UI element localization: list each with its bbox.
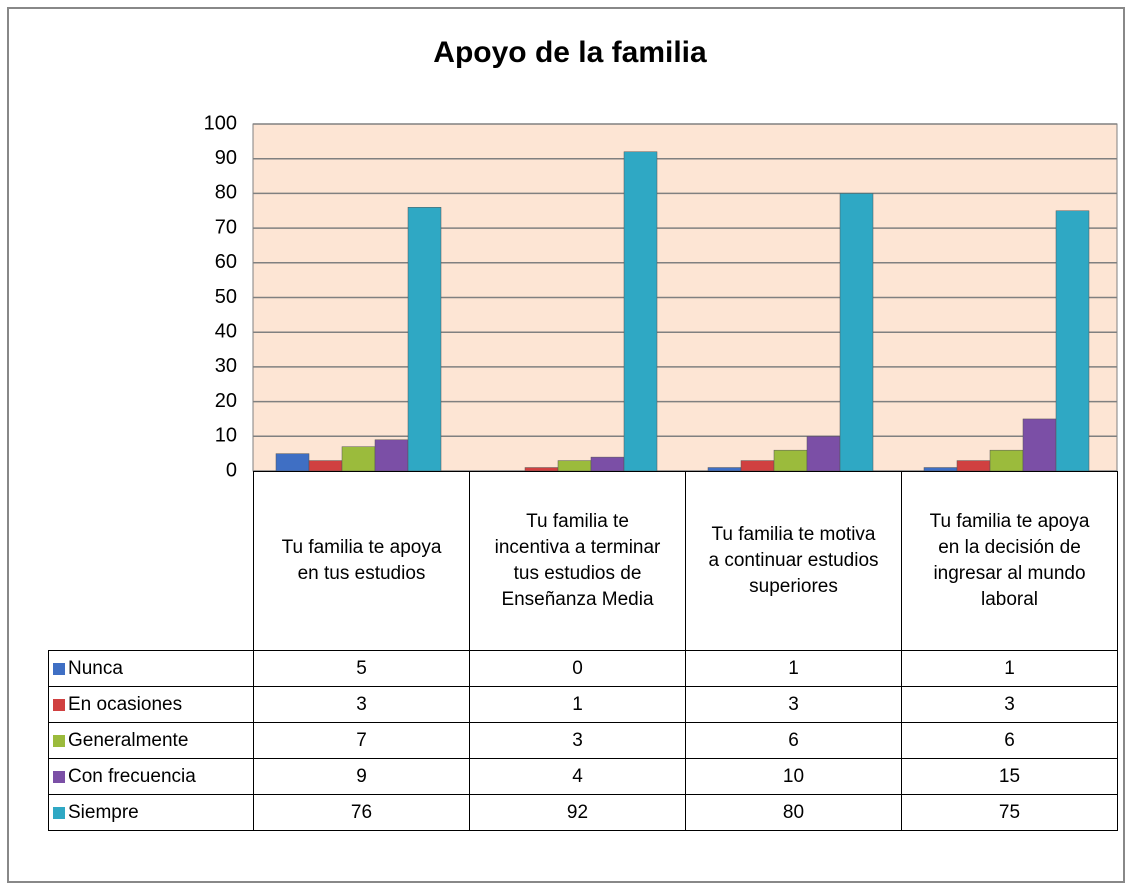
table-value: 75: [901, 794, 1118, 831]
table-value: 6: [901, 722, 1118, 759]
bar: [341, 446, 376, 472]
table-value: 9: [253, 758, 470, 795]
legend-swatch: [53, 770, 65, 783]
legend-entry: En ocasiones: [48, 686, 254, 723]
bar: [740, 460, 775, 472]
bar: [590, 456, 625, 472]
legend-label: Con frecuencia: [68, 765, 196, 787]
category-label: Tu familia te motiva a continuar estudio…: [685, 471, 902, 651]
bar: [308, 460, 343, 472]
table-value: 15: [901, 758, 1118, 795]
table-value: 3: [469, 722, 686, 759]
y-tick-label: 90: [215, 147, 237, 169]
bar: [557, 460, 592, 472]
table-value: 4: [469, 758, 686, 795]
legend-label: Siempre: [68, 801, 139, 823]
table-value: 10: [685, 758, 902, 795]
bar: [773, 449, 808, 472]
y-tick-label: 100: [204, 112, 237, 134]
bar: [839, 193, 874, 472]
bar: [275, 453, 310, 472]
table-value: 1: [469, 686, 686, 723]
table-value: 3: [901, 686, 1118, 723]
legend-swatch: [53, 698, 65, 711]
bar: [956, 460, 991, 472]
table-value: 1: [685, 650, 902, 687]
table-value: 76: [253, 794, 470, 831]
y-tick-label: 40: [215, 320, 237, 342]
bar: [989, 449, 1024, 472]
legend-label: Generalmente: [68, 729, 189, 751]
legend-label: Nunca: [68, 657, 123, 679]
table-value: 1: [901, 650, 1118, 687]
legend-swatch: [53, 734, 65, 747]
table-value: 5: [253, 650, 470, 687]
table-value: 3: [253, 686, 470, 723]
category-label: Tu familia te incentiva a terminar tus e…: [469, 471, 686, 651]
legend-label: En ocasiones: [68, 693, 183, 715]
table-value: 92: [469, 794, 686, 831]
bar: [1055, 210, 1090, 472]
legend-entry: Generalmente: [48, 722, 254, 759]
table-value: 0: [469, 650, 686, 687]
table-value: 6: [685, 722, 902, 759]
table-value: 3: [685, 686, 902, 723]
bar: [407, 207, 442, 472]
bar: [623, 151, 658, 472]
y-tick-label: 70: [215, 216, 237, 238]
y-tick-label: 20: [215, 390, 237, 412]
bar: [1022, 418, 1057, 472]
y-tick-label: 30: [215, 355, 237, 377]
legend-entry: Siempre: [48, 794, 254, 831]
y-tick-label: 50: [215, 286, 237, 308]
legend-swatch: [53, 806, 65, 819]
chart-title: Apoyo de la familia: [433, 36, 707, 69]
bar: [374, 439, 409, 472]
legend-entry: Nunca: [48, 650, 254, 687]
y-tick-label: 60: [215, 251, 237, 273]
y-tick-label: 10: [215, 425, 237, 447]
category-label: Tu familia te apoya en tus estudios: [253, 471, 470, 651]
table-value: 80: [685, 794, 902, 831]
y-tick-label: 80: [215, 182, 237, 204]
table-value: 7: [253, 722, 470, 759]
y-tick-label: 0: [226, 459, 237, 481]
legend-swatch: [53, 662, 65, 675]
category-label: Tu familia te apoya en la decisión de in…: [901, 471, 1118, 651]
legend-entry: Con frecuencia: [48, 758, 254, 795]
bar: [806, 436, 841, 472]
